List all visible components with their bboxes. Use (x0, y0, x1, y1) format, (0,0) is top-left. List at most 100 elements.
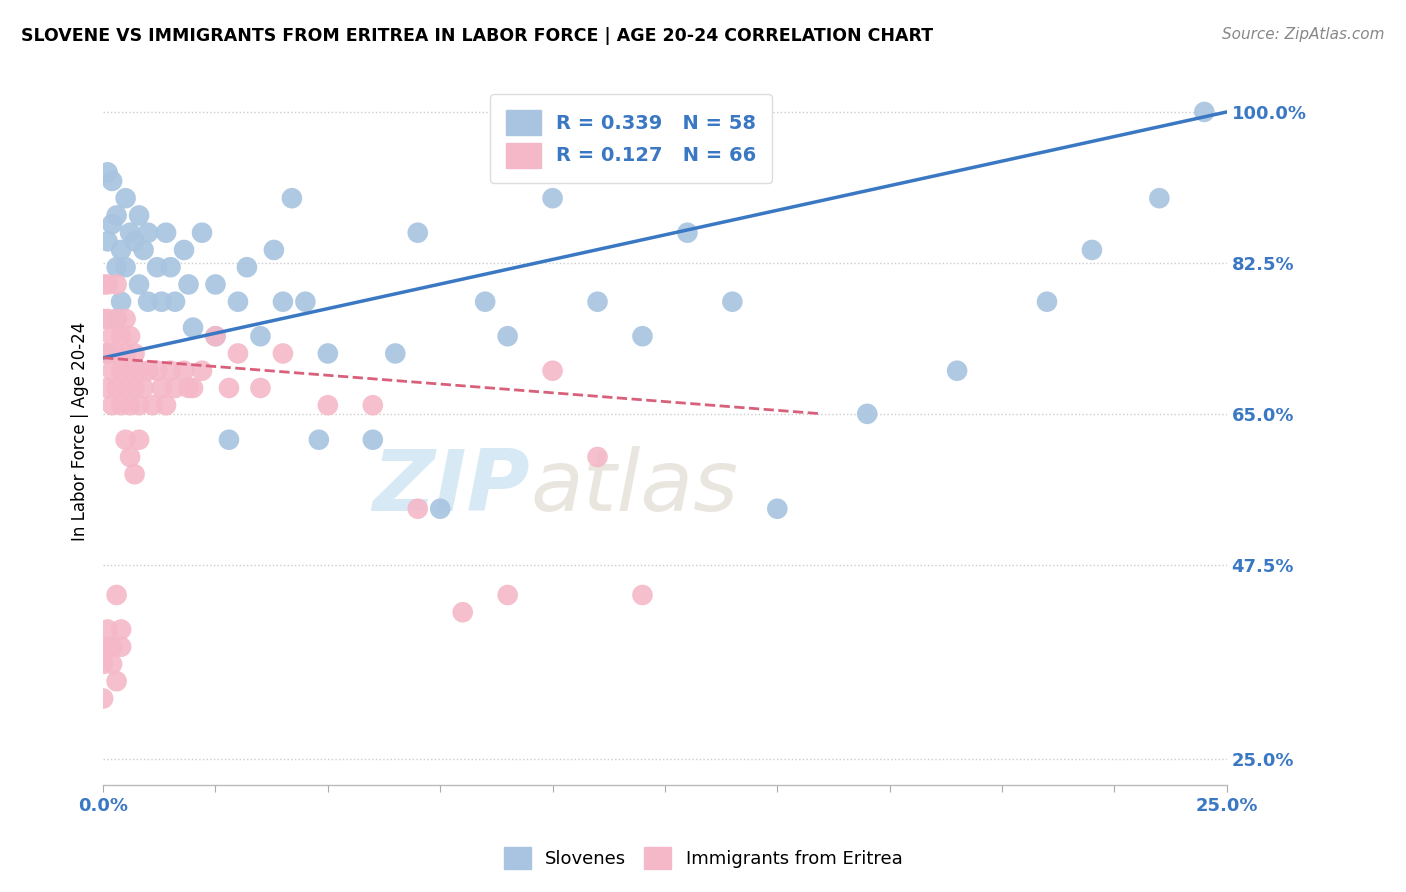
Point (105, 260, 128, 275)
Point (114, 381, 136, 395)
Point (101, 657, 124, 671)
Point (110, 329, 132, 343)
Point (110, 364, 132, 378)
Point (173, 364, 195, 378)
Point (263, 243, 285, 257)
Point (429, 501, 451, 516)
Point (406, 226, 429, 240)
Point (191, 364, 214, 378)
Point (120, 226, 142, 240)
Text: ZIP: ZIP (373, 446, 530, 529)
Point (218, 433, 240, 447)
Point (110, 623, 132, 637)
Point (124, 467, 146, 482)
Point (146, 260, 169, 275)
Point (586, 450, 609, 464)
Point (271, 294, 294, 309)
Point (1194, 104, 1216, 119)
Point (91, 312, 114, 326)
Point (204, 329, 226, 343)
Point (361, 433, 384, 447)
Point (128, 433, 150, 447)
Point (105, 346, 128, 360)
Point (97, 623, 120, 637)
Point (97, 312, 120, 326)
Point (236, 260, 259, 275)
Point (474, 294, 496, 309)
Point (110, 640, 132, 654)
Point (159, 260, 181, 275)
Point (101, 364, 124, 378)
Point (114, 191, 136, 205)
Point (97, 235, 120, 249)
Point (1149, 191, 1171, 205)
Point (136, 294, 159, 309)
Legend: Slovenes, Immigrants from Eritrea: Slovenes, Immigrants from Eritrea (495, 838, 911, 879)
Point (181, 381, 204, 395)
Point (142, 398, 165, 412)
Point (91, 346, 114, 360)
Point (136, 226, 159, 240)
Point (155, 398, 177, 412)
Point (132, 243, 155, 257)
Y-axis label: In Labor Force | Age 20-24: In Labor Force | Age 20-24 (72, 321, 89, 541)
Legend: R = 0.339   N = 58, R = 0.127   N = 66: R = 0.339 N = 58, R = 0.127 N = 66 (491, 95, 772, 183)
Point (128, 364, 150, 378)
Point (541, 191, 564, 205)
Point (120, 364, 142, 378)
Point (105, 209, 128, 223)
Point (101, 217, 124, 231)
Point (124, 346, 146, 360)
Text: Source: ZipAtlas.com: Source: ZipAtlas.com (1222, 27, 1385, 42)
Point (631, 588, 654, 602)
Point (110, 398, 132, 412)
Point (120, 329, 142, 343)
Text: SLOVENE VS IMMIGRANTS FROM ERITREA IN LABOR FORCE | AGE 20-24 CORRELATION CHART: SLOVENE VS IMMIGRANTS FROM ERITREA IN LA… (21, 27, 934, 45)
Point (91, 657, 114, 671)
Point (766, 501, 789, 516)
Point (150, 381, 173, 395)
Point (946, 364, 969, 378)
Point (105, 674, 128, 689)
Point (226, 294, 249, 309)
Point (155, 226, 177, 240)
Point (856, 407, 879, 421)
Point (316, 346, 339, 360)
Point (191, 226, 214, 240)
Point (97, 277, 120, 292)
Point (631, 329, 654, 343)
Point (496, 329, 519, 343)
Point (163, 294, 186, 309)
Point (128, 277, 150, 292)
Point (177, 381, 200, 395)
Point (105, 588, 128, 602)
Point (146, 364, 169, 378)
Point (173, 243, 195, 257)
Point (451, 605, 474, 619)
Point (249, 381, 271, 395)
Point (1081, 243, 1104, 257)
Point (204, 329, 226, 343)
Point (114, 433, 136, 447)
Point (361, 398, 384, 412)
Point (406, 501, 429, 516)
Point (110, 243, 132, 257)
Point (97, 346, 120, 360)
Point (308, 433, 330, 447)
Point (294, 294, 316, 309)
Point (721, 294, 744, 309)
Point (1036, 294, 1059, 309)
Point (114, 346, 136, 360)
Point (218, 381, 240, 395)
Point (136, 364, 159, 378)
Point (676, 226, 699, 240)
Point (97, 346, 120, 360)
Point (101, 174, 124, 188)
Text: atlas: atlas (530, 446, 738, 529)
Point (97, 640, 120, 654)
Point (101, 640, 124, 654)
Point (204, 277, 226, 292)
Point (105, 312, 128, 326)
Point (163, 381, 186, 395)
Point (124, 235, 146, 249)
